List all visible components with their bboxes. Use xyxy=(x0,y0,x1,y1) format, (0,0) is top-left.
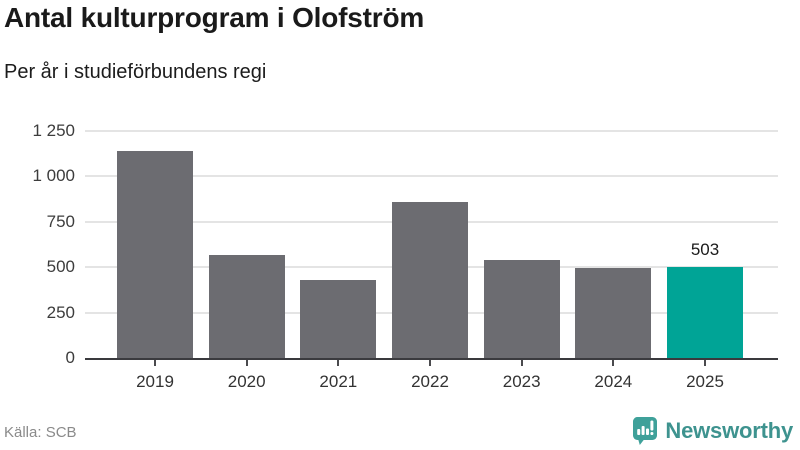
bar-2024 xyxy=(575,268,652,358)
bar-2025 xyxy=(667,266,744,358)
bar-2019 xyxy=(117,150,193,358)
x-tick-mark xyxy=(704,360,707,366)
bar-chart-plot-area: 503 xyxy=(85,130,778,360)
x-tick-label-2025: 2025 xyxy=(686,372,724,391)
x-tick-mark xyxy=(520,360,523,366)
x-tick-mark xyxy=(337,360,340,366)
source-note: Källa: SCB xyxy=(4,424,77,441)
x-tick-label-2020: 2020 xyxy=(227,372,266,391)
y-tick-label: 1 250 xyxy=(32,121,75,140)
chart-subtitle: Per år i studieförbundens regi xyxy=(4,61,267,83)
bar-2020 xyxy=(208,255,285,358)
y-tick-label: 500 xyxy=(46,257,75,277)
x-tick-mark xyxy=(245,360,248,366)
x-tick-label-2021: 2021 xyxy=(319,372,358,391)
x-tick-label-2019: 2019 xyxy=(136,372,174,391)
y-tick-label: 250 xyxy=(46,302,75,322)
y-tick-label: 1 000 xyxy=(32,166,75,186)
newsworthy-logo: Newsworthy xyxy=(632,416,793,445)
bar-value-label: 503 xyxy=(690,239,720,259)
x-tick-mark xyxy=(612,360,615,366)
newsworthy-icon xyxy=(633,417,658,445)
x-tick-mark xyxy=(154,360,156,366)
x-tick-label-2022: 2022 xyxy=(411,372,449,391)
gridline-1250 xyxy=(85,130,778,132)
y-axis-labels: 0 250 500 750 1 000 1 250 xyxy=(0,121,75,367)
bar-2021 xyxy=(300,279,377,358)
newsworthy-wordmark: Newsworthy xyxy=(665,417,793,443)
x-tick-label-2024: 2024 xyxy=(594,372,633,391)
bar-2023 xyxy=(483,259,560,358)
x-axis: 2019 2020 2021 2022 2023 2024 2025 xyxy=(85,360,778,396)
x-tick-mark xyxy=(429,360,431,366)
y-tick-label: 750 xyxy=(46,211,75,231)
x-tick-label-2023: 2023 xyxy=(502,372,541,391)
bar-2022 xyxy=(392,201,468,358)
chart-title: Antal kulturprogram i Olofström xyxy=(4,2,425,33)
gridline-1000 xyxy=(85,175,778,178)
y-tick-label: 0 xyxy=(65,348,75,367)
